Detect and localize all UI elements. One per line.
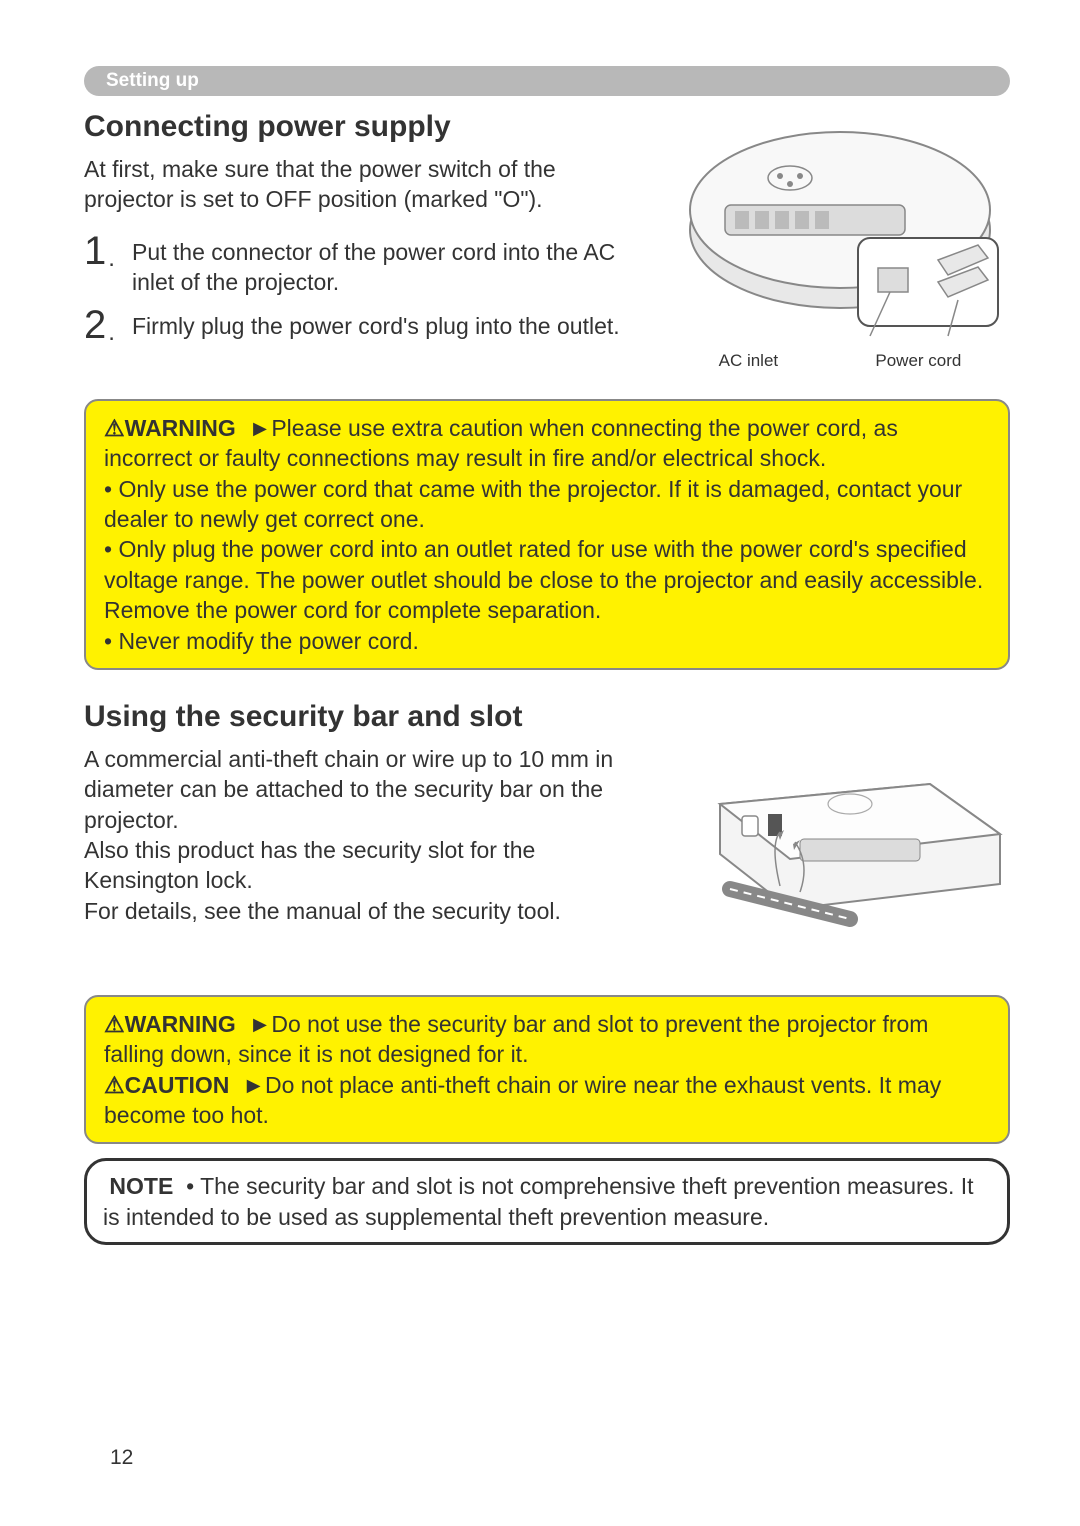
warning-label: WARNING — [125, 415, 236, 441]
warning-bullet: • Only use the power cord that came with… — [104, 474, 990, 535]
projector-power-illustration-icon — [670, 110, 1010, 338]
section1-text: Connecting power supply At first, make s… — [84, 110, 650, 353]
step-text: Firmly plug the power cord's plug into t… — [132, 305, 620, 341]
caution-text: Do not place anti-theft chain or wire ne… — [104, 1072, 941, 1128]
step-list: 1. Put the connector of the power cord i… — [84, 231, 650, 346]
step-number: 2. — [84, 305, 132, 345]
section2-illustration — [670, 744, 1010, 949]
step-row: 1. Put the connector of the power cord i… — [84, 231, 650, 298]
section1-intro: At first, make sure that the power switc… — [84, 154, 650, 215]
projector-security-illustration-icon — [670, 744, 1010, 944]
note-box: NOTE • The security bar and slot is not … — [84, 1158, 1010, 1245]
warning-bullet: • Never modify the power cord. — [104, 626, 990, 656]
arrow-icon: ► — [249, 1011, 272, 1037]
section1-heading: Connecting power supply — [84, 110, 650, 144]
section-power-supply: Connecting power supply At first, make s… — [84, 110, 1010, 371]
section2-row: A commercial anti-theft chain or wire up… — [84, 744, 1010, 949]
warning-box-1: ⚠WARNING ►Please use extra caution when … — [84, 399, 1010, 670]
arrow-icon: ► — [249, 415, 272, 441]
warning-bullet: • Only plug the power cord into an outle… — [104, 534, 990, 625]
warning-label: WARNING — [125, 1011, 236, 1037]
section2-para3: For details, see the manual of the secur… — [84, 896, 650, 926]
illus-label-power-cord: Power cord — [875, 351, 961, 371]
section-security-bar: Using the security bar and slot A commer… — [84, 700, 1010, 949]
arrow-icon: ► — [242, 1072, 265, 1098]
section1-illustration: AC inlet Power cord — [670, 110, 1010, 371]
section-header-label: Setting up — [106, 70, 199, 91]
warning-icon: ⚠ — [104, 1072, 125, 1098]
note-text: The security bar and slot is not compreh… — [103, 1173, 974, 1229]
warning-icon: ⚠ — [104, 1011, 125, 1037]
step-number: 1. — [84, 231, 132, 271]
section2-para2: Also this product has the security slot … — [84, 835, 650, 896]
note-dot: • — [186, 1173, 194, 1199]
page-number: 12 — [110, 1446, 133, 1470]
warning-box-2: ⚠WARNING ►Do not use the security bar an… — [84, 995, 1010, 1144]
step-row: 2. Firmly plug the power cord's plug int… — [84, 305, 650, 345]
section-header-bar: Setting up — [84, 66, 1010, 96]
section2-heading: Using the security bar and slot — [84, 700, 1010, 734]
section2-text: A commercial anti-theft chain or wire up… — [84, 744, 650, 926]
section2-para1: A commercial anti-theft chain or wire up… — [84, 744, 650, 835]
page-content: Setting up Connecting power supply At fi… — [0, 0, 1080, 1245]
warning-icon: ⚠ — [104, 415, 125, 441]
step-text: Put the connector of the power cord into… — [132, 231, 650, 298]
note-label: NOTE — [109, 1173, 173, 1199]
illustration-labels: AC inlet Power cord — [670, 351, 1010, 371]
caution-label: CAUTION — [125, 1072, 230, 1098]
illus-label-ac-inlet: AC inlet — [719, 351, 779, 371]
